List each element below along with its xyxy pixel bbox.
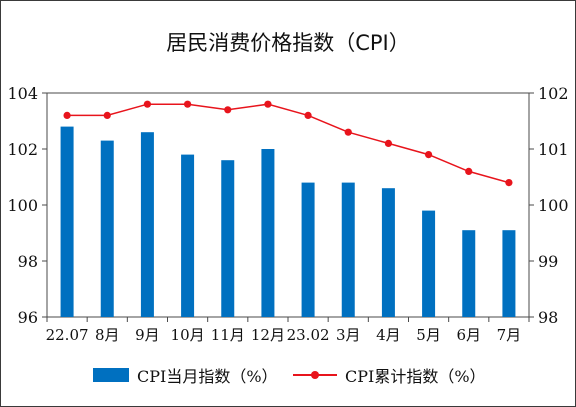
bar	[462, 230, 476, 317]
bar	[100, 140, 114, 317]
legend-label-bar: CPI当月指数（%）	[137, 367, 278, 386]
legend-label-line: CPI累计指数（%）	[345, 367, 486, 386]
line-point	[143, 100, 152, 108]
legend-item-line: CPI累计指数（%）	[293, 363, 486, 387]
bar	[60, 126, 74, 317]
y-left-tick-label: 98	[18, 252, 38, 271]
line-point	[465, 167, 473, 175]
x-tick-label: 4月	[376, 326, 401, 344]
y-left-tick-label: 96	[18, 308, 38, 327]
legend-line-swatch	[293, 368, 337, 382]
y-right-tick-label: 99	[538, 252, 558, 271]
x-tick-label: 11月	[211, 326, 245, 344]
line-point	[264, 100, 272, 108]
bar	[381, 188, 395, 317]
y-right-tick-label: 98	[538, 308, 558, 327]
x-tick-label: 10月	[171, 326, 205, 344]
x-tick-label: 9月	[135, 326, 160, 344]
bar	[221, 160, 235, 317]
y-right-tick-label: 102	[538, 84, 569, 103]
line-point	[183, 100, 192, 108]
bar	[140, 132, 154, 317]
x-tick-label: 7月	[497, 326, 522, 344]
y-right-tick-label: 101	[538, 140, 569, 159]
line-point	[505, 179, 513, 187]
line-point	[304, 111, 312, 119]
x-tick-label: 5月	[416, 326, 441, 344]
line-point	[384, 139, 393, 147]
line-point	[344, 128, 352, 136]
y-left-tick-label: 104	[7, 84, 38, 103]
bar	[341, 182, 355, 317]
chart-legend: CPI当月指数（%） CPI累计指数（%）	[1, 363, 575, 389]
x-tick-label: 22.07	[46, 326, 89, 344]
line-point	[63, 111, 71, 119]
legend-item-bar: CPI当月指数（%）	[93, 363, 278, 387]
x-tick-label: 3月	[336, 326, 361, 344]
y-right-tick-label: 100	[538, 196, 569, 215]
x-tick-label: 8月	[95, 326, 120, 344]
chart-title: 居民消费价格指数（CPI）	[166, 31, 410, 55]
bar	[181, 154, 195, 317]
y-left-tick-label: 100	[7, 196, 38, 215]
line-point	[224, 106, 232, 114]
bar	[422, 210, 436, 317]
bar	[261, 149, 275, 317]
line-point	[424, 151, 433, 159]
line-series	[67, 103, 510, 184]
line-point	[103, 111, 111, 119]
x-tick-label: 23.02	[287, 326, 330, 344]
plot-area	[46, 92, 530, 318]
legend-bar-swatch	[93, 368, 129, 382]
y-left-tick-label: 102	[7, 140, 38, 159]
bar	[502, 230, 516, 317]
bar	[301, 182, 315, 317]
x-tick-label: 6月	[456, 326, 481, 344]
x-tick-label: 12月	[251, 326, 285, 344]
